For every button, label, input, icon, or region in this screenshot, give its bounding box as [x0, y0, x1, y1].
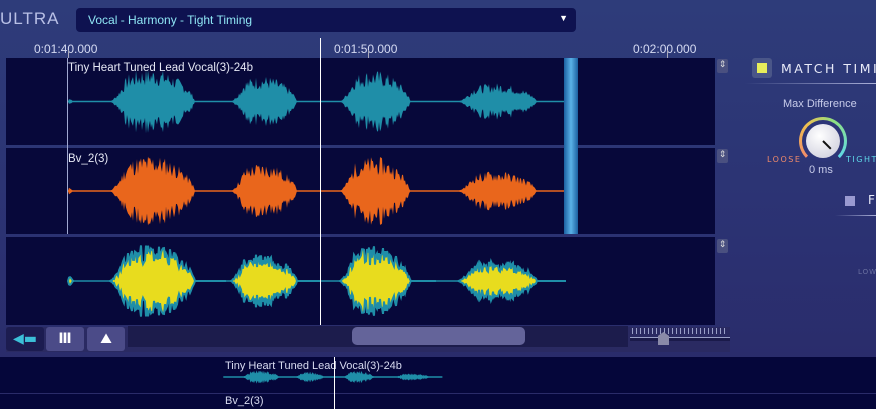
piano-roll-view-button[interactable]: Ⅲ — [46, 327, 84, 351]
zoom-slider-thumb[interactable] — [658, 332, 669, 345]
waveform-region — [231, 165, 321, 217]
ruler-tick: 0:02:00.000 — [633, 42, 697, 56]
ruler-mark — [68, 50, 69, 58]
waveform-region — [108, 245, 226, 317]
waveform-region — [68, 99, 74, 104]
overview-track-name: Bv_2(3) — [225, 395, 264, 407]
selection-end-handle[interactable] — [564, 58, 578, 234]
waveform-view-button[interactable]: ◀▬ — [6, 327, 44, 351]
ruler-tick: 0:01:50.000 — [334, 42, 398, 56]
overview-waveform — [223, 370, 443, 384]
waveform-region — [228, 254, 321, 308]
waveform-lead — [68, 69, 566, 134]
waveform-region — [458, 171, 566, 211]
ruler-mark — [368, 50, 369, 58]
track-bv2[interactable] — [6, 148, 715, 234]
preset-dropdown[interactable]: Vocal - Harmony - Tight Timing ▼ — [76, 8, 576, 32]
track-name: Tiny Heart Tuned Lead Vocal(3)-24b — [68, 62, 253, 74]
waveform-icon: ◀▬ — [13, 331, 37, 347]
ruler-mark — [667, 50, 668, 58]
divider — [835, 215, 876, 216]
max-difference-value: 0 ms — [809, 164, 833, 176]
track-result[interactable] — [6, 237, 715, 325]
overview-playhead — [334, 357, 335, 409]
waveform-region — [295, 371, 335, 383]
waveform-region — [340, 71, 436, 132]
chevron-down-icon: ▼ — [559, 13, 568, 23]
waveform-region — [231, 77, 321, 126]
track-name: Bv_2(3) — [68, 153, 109, 165]
track-scroll-handle[interactable]: ⇕ — [717, 239, 728, 253]
piano-icon: Ⅲ — [58, 331, 72, 347]
waveform-region — [223, 376, 226, 378]
track-lead-vocal[interactable] — [6, 58, 715, 145]
loose-label: LOOSE — [767, 155, 802, 164]
waveform-region — [110, 156, 226, 226]
match-timing-toggle[interactable] — [752, 58, 772, 78]
match-timing-label: MATCH TIMING — [781, 61, 876, 76]
low-label: LOW — [858, 268, 876, 276]
preset-value: Vocal - Harmony - Tight Timing — [88, 13, 253, 27]
knob-pointer — [822, 140, 832, 150]
max-difference-label: Max Difference — [783, 98, 857, 110]
max-difference-knob[interactable] — [806, 124, 840, 158]
spectrum-icon: ⛰ — [100, 331, 112, 347]
waveform-region — [68, 187, 74, 195]
waveform-bv2 — [68, 156, 566, 226]
waveform-region — [66, 276, 74, 286]
divider — [745, 83, 876, 84]
waveform-region — [457, 257, 566, 305]
playhead[interactable] — [320, 38, 321, 325]
overview-lane[interactable]: Bv_2(3) — [0, 394, 876, 409]
ruler-tick: 0:01:40.000 — [34, 42, 98, 56]
waveform-result — [66, 245, 566, 317]
selection-start-line[interactable] — [67, 58, 68, 234]
track-scroll-handle[interactable]: ⇕ — [717, 149, 728, 163]
app-logo: ULTRA — [0, 9, 60, 28]
zoom-slider[interactable] — [630, 337, 730, 341]
waveform-region — [340, 157, 436, 225]
waveform-region — [337, 246, 436, 316]
tight-label: TIGHT — [846, 155, 876, 164]
scrollbar-thumb[interactable] — [352, 327, 525, 345]
track-scroll-handle[interactable]: ⇕ — [717, 59, 728, 73]
checkbox-on — [757, 63, 767, 73]
waveform-region — [343, 370, 386, 384]
option-checkbox[interactable] — [845, 196, 855, 206]
zoom-slider-ticks — [632, 328, 728, 334]
overview-lane[interactable] — [0, 357, 876, 393]
option-label: F — [868, 193, 875, 207]
waveform-region — [241, 370, 293, 384]
waveform-region — [458, 83, 566, 120]
waveform-region — [110, 69, 226, 134]
spectrum-view-button[interactable]: ⛰ — [87, 327, 125, 351]
waveform-region — [394, 373, 443, 381]
overview-track-name: Tiny Heart Tuned Lead Vocal(3)-24b — [225, 360, 402, 372]
